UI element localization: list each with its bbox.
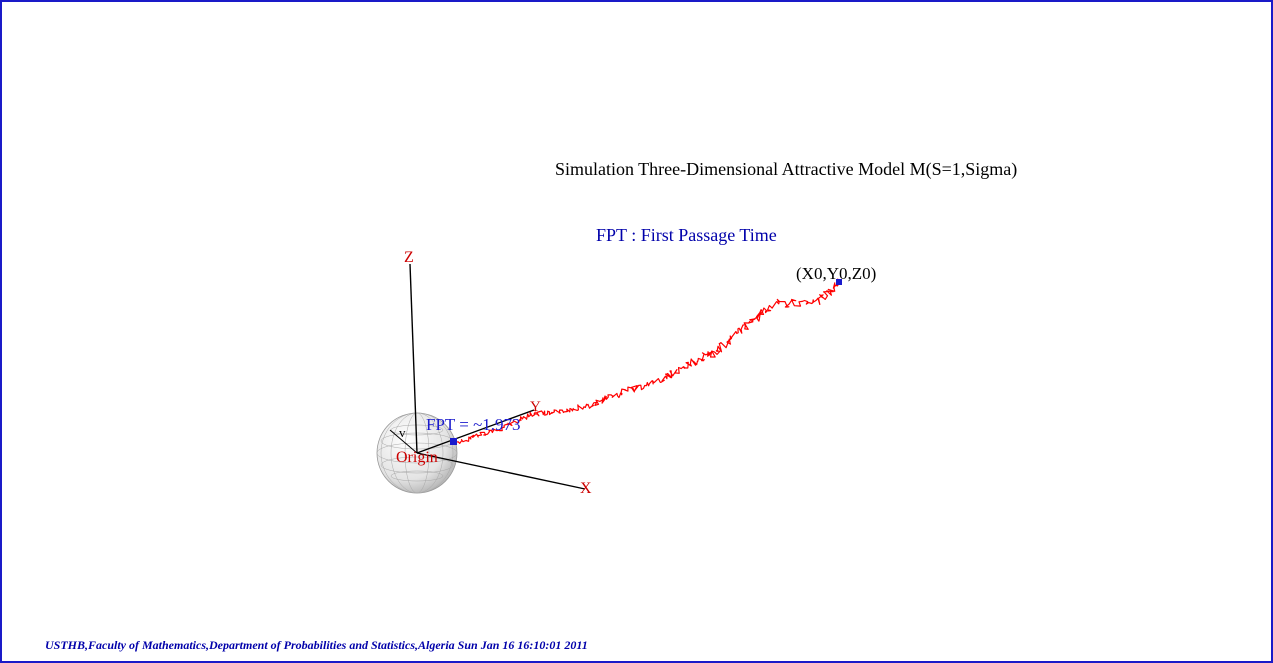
z-axis-line bbox=[409, 263, 418, 454]
z-axis-label: Z bbox=[404, 249, 414, 266]
x-axis-label: X bbox=[580, 480, 592, 497]
y-axis-line bbox=[416, 409, 535, 454]
start-point-label: (X0,Y0,Z0) bbox=[796, 264, 877, 283]
y-axis-label: Y bbox=[530, 399, 541, 415]
radius-label: v bbox=[399, 425, 406, 440]
origin-label: Origin bbox=[396, 449, 438, 466]
x-axis-line bbox=[416, 452, 586, 490]
axes bbox=[389, 263, 586, 490]
plot-subtitle: FPT : First Passage Time bbox=[596, 225, 777, 245]
brownian-path bbox=[456, 278, 841, 444]
fpt-value-label: FPT = ~1.973 bbox=[426, 415, 521, 434]
radius-line bbox=[389, 429, 418, 454]
start-point-marker bbox=[836, 279, 842, 285]
plot-title: Simulation Three-Dimensional Attractive … bbox=[555, 159, 1018, 179]
footer-credit: USTHB,Faculty of Mathematics,Department … bbox=[45, 638, 588, 652]
exit-point-marker bbox=[450, 438, 457, 445]
